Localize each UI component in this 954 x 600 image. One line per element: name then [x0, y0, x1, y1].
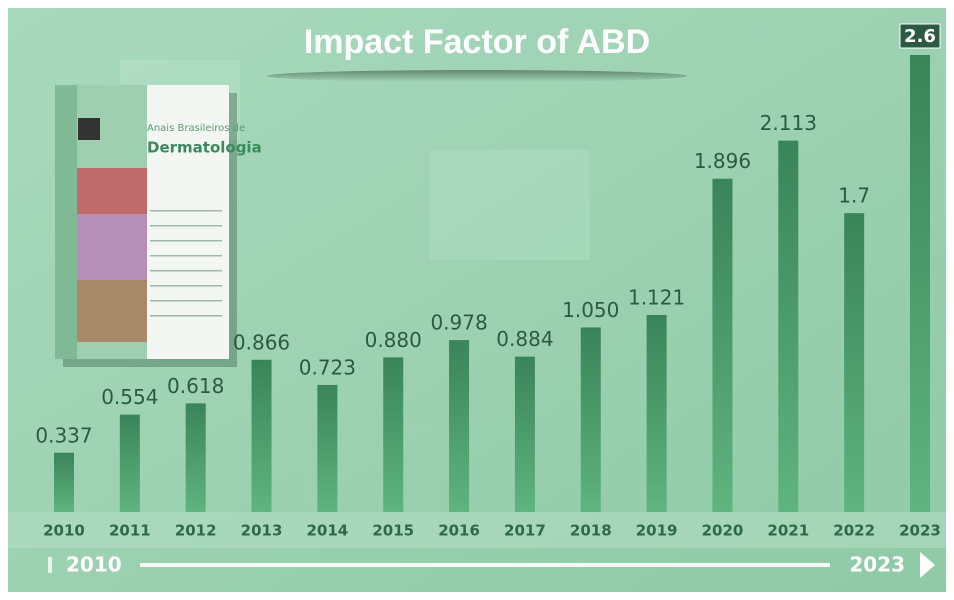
bar: [54, 453, 74, 512]
cover-text-line: [150, 255, 222, 257]
chart: Impact Factor of ABD Anais Brasileiros d…: [0, 0, 954, 600]
bar: [910, 55, 930, 512]
x-tick-label: 2021: [767, 522, 809, 540]
qr-code: [78, 118, 100, 140]
cover-photo: [77, 280, 147, 342]
x-tick-label: 2015: [372, 522, 414, 540]
x-tick-label: 2016: [438, 522, 480, 540]
x-tick-label: 2014: [307, 522, 349, 540]
chart-title: Impact Factor of ABD: [304, 23, 650, 61]
bar: [186, 403, 206, 512]
x-tick-label: 2019: [636, 522, 678, 540]
value-label: 0.978: [430, 311, 487, 335]
value-label: 1.896: [694, 149, 751, 173]
cover-text-line: [150, 225, 222, 227]
cover-photo: [77, 168, 147, 214]
cover-text-line: [150, 240, 222, 242]
value-label: 2.6: [904, 26, 936, 47]
value-label: 1.050: [562, 298, 619, 322]
value-label: 0.866: [233, 330, 290, 354]
cover-title-line2: Dermatologia: [147, 139, 262, 157]
x-tick-label: 2020: [702, 522, 744, 540]
bar: [383, 357, 403, 512]
x-tick-label: 2013: [241, 522, 283, 540]
x-tick-label: 2012: [175, 522, 217, 540]
cover-text-line: [150, 210, 222, 212]
bg-tile: [430, 150, 590, 260]
x-tick-label: 2010: [43, 522, 85, 540]
value-label: 0.618: [167, 374, 224, 398]
timeline-start: 2010: [66, 553, 122, 577]
x-tick-label: 2023: [899, 522, 941, 540]
value-label: 2.113: [760, 111, 817, 135]
x-tick-label: 2017: [504, 522, 546, 540]
bar: [515, 357, 535, 512]
cover-text-line: [150, 285, 222, 287]
bar: [581, 327, 601, 512]
value-label: 0.554: [101, 385, 158, 409]
timeline-line: [140, 563, 830, 567]
cover-text-line: [150, 300, 222, 302]
cover-title-line1: Anais Brasileiros de: [147, 123, 245, 134]
cover-text-line: [150, 315, 222, 317]
title-shadow: [267, 70, 687, 82]
value-label: 0.884: [496, 327, 553, 351]
bar: [844, 213, 864, 512]
bar: [647, 315, 667, 512]
cover-text-line: [150, 270, 222, 272]
bar: [712, 179, 732, 512]
bar: [778, 141, 798, 512]
x-tick-label: 2018: [570, 522, 612, 540]
value-label: 0.880: [365, 328, 422, 352]
value-label: 1.121: [628, 285, 685, 309]
bar: [252, 360, 272, 512]
timeline-tick: [48, 557, 52, 573]
cover-spine: [55, 85, 77, 359]
x-tick-label: 2022: [833, 522, 875, 540]
x-tick-label: 2011: [109, 522, 151, 540]
bar: [449, 340, 469, 512]
bar: [317, 385, 337, 512]
value-label: 1.7: [838, 184, 870, 208]
value-label: 0.723: [299, 355, 356, 379]
journal-cover: Anais Brasileiros de Dermatologia: [55, 85, 262, 367]
bar: [120, 415, 140, 512]
value-label: 0.337: [35, 423, 92, 447]
cover-photo: [77, 214, 147, 280]
timeline-end: 2023: [849, 553, 905, 577]
